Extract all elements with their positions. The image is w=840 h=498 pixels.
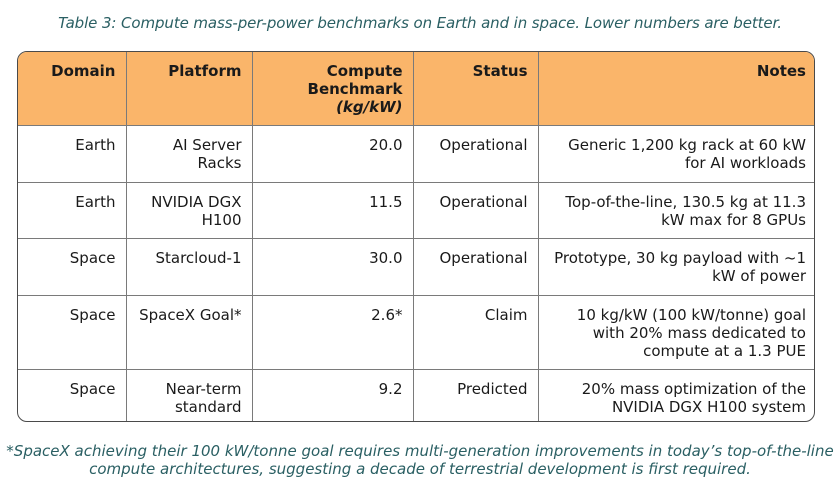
table-row: Space SpaceX Goal* 2.6* Claim 10 kg/kW (… [18, 295, 814, 370]
footnote-line-2: compute architectures, suggesting a deca… [89, 460, 751, 478]
cell-domain: Earth [18, 125, 127, 183]
cell-domain: Space [18, 238, 127, 296]
header-notes: Notes [538, 52, 814, 126]
cell-notes: Prototype, 30 kg payload with ~1 kW of p… [538, 238, 814, 296]
cell-platform: Starcloud-1 [126, 238, 253, 296]
cell-domain: Space [18, 295, 127, 370]
table-caption: Table 3: Compute mass-per-power benchmar… [58, 14, 782, 32]
table-row: Earth AI Server Racks 20.0 Operational G… [18, 125, 814, 183]
cell-status: Operational [413, 182, 539, 239]
header-benchmark: Compute Benchmark (kg/kW) [252, 52, 414, 126]
cell-domain: Space [18, 369, 127, 421]
table-row: Space Starcloud-1 30.0 Operational Proto… [18, 238, 814, 296]
table-row: Space Near-term standard 9.2 Predicted 2… [18, 369, 814, 421]
cell-platform: SpaceX Goal* [126, 295, 253, 370]
header-benchmark-unit: (kg/kW) [336, 98, 403, 116]
cell-benchmark: 2.6* [252, 295, 414, 370]
cell-notes: Generic 1,200 kg rack at 60 kW for AI wo… [538, 125, 814, 183]
header-status: Status [413, 52, 539, 126]
cell-benchmark: 11.5 [252, 182, 414, 239]
cell-status: Claim [413, 295, 539, 370]
cell-notes: 10 kg/kW (100 kW/tonne) goal with 20% ma… [538, 295, 814, 370]
cell-domain: Earth [18, 182, 127, 239]
cell-status: Predicted [413, 369, 539, 421]
benchmark-table-container: Domain Platform Compute Benchmark (kg/kW… [17, 51, 815, 422]
table-header-row: Domain Platform Compute Benchmark (kg/kW… [18, 52, 814, 126]
header-platform: Platform [126, 52, 253, 126]
benchmark-table: Domain Platform Compute Benchmark (kg/kW… [18, 52, 814, 421]
cell-benchmark: 9.2 [252, 369, 414, 421]
table-row: Earth NVIDIA DGX H100 11.5 Operational T… [18, 182, 814, 239]
cell-benchmark: 30.0 [252, 238, 414, 296]
footnote-line-1: *SpaceX achieving their 100 kW/tonne goa… [6, 442, 834, 460]
cell-platform: NVIDIA DGX H100 [126, 182, 253, 239]
header-benchmark-line1: Compute [326, 62, 403, 80]
header-benchmark-line2: Benchmark [307, 80, 403, 98]
cell-benchmark: 20.0 [252, 125, 414, 183]
header-domain: Domain [18, 52, 127, 126]
cell-platform: AI Server Racks [126, 125, 253, 183]
cell-notes: Top-of-the-line, 130.5 kg at 11.3 kW max… [538, 182, 814, 239]
table-footnote: *SpaceX achieving their 100 kW/tonne goa… [0, 442, 840, 478]
cell-status: Operational [413, 238, 539, 296]
cell-notes: 20% mass optimization of the NVIDIA DGX … [581, 379, 806, 416]
cell-status: Operational [413, 125, 539, 183]
cell-platform: Near-term standard [126, 369, 253, 421]
